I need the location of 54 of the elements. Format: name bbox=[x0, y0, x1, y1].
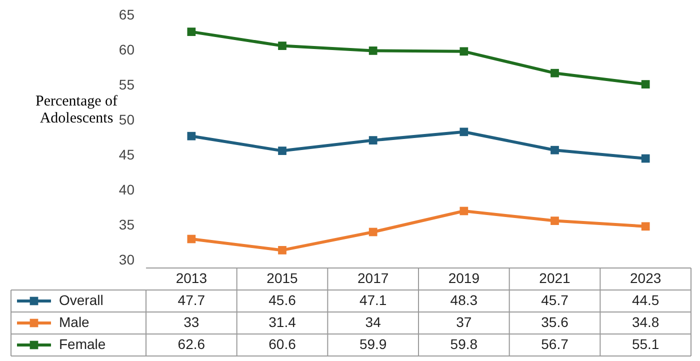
point bbox=[368, 136, 378, 144]
point bbox=[460, 47, 468, 56]
y-tick-label: 50 bbox=[118, 112, 135, 128]
point bbox=[368, 228, 378, 236]
point bbox=[641, 154, 650, 163]
legend-label: Male bbox=[59, 314, 90, 330]
data-label: 62.6 bbox=[178, 336, 206, 352]
y-tick-label: 40 bbox=[118, 182, 135, 198]
x-tick-label: 2021 bbox=[539, 270, 571, 286]
data-label: 31.4 bbox=[268, 314, 296, 330]
point bbox=[460, 206, 468, 216]
data-label: 33 bbox=[184, 314, 200, 330]
y-axis-title: Percentage of Adolescents bbox=[35, 94, 118, 127]
data-label: 56.7 bbox=[541, 336, 569, 352]
point bbox=[460, 128, 468, 136]
x-tick-label: 2017 bbox=[358, 270, 389, 286]
point bbox=[550, 216, 559, 225]
data-label: 37 bbox=[456, 314, 472, 330]
data-label: 34 bbox=[365, 314, 382, 330]
data-label: 47.7 bbox=[178, 292, 206, 308]
data-label: 35.6 bbox=[541, 314, 569, 330]
y-tick-label: 35 bbox=[118, 216, 135, 232]
data-label: 59.9 bbox=[359, 336, 387, 352]
data-label: 47.1 bbox=[359, 292, 387, 308]
point bbox=[278, 42, 286, 50]
point bbox=[187, 234, 196, 244]
data-label: 55.1 bbox=[632, 336, 660, 352]
point bbox=[550, 146, 559, 154]
data-label: 59.8 bbox=[450, 336, 478, 352]
x-tick-label: 2013 bbox=[176, 270, 208, 286]
legend-label: Overall bbox=[59, 292, 104, 308]
point bbox=[368, 46, 378, 55]
data-label: 44.5 bbox=[632, 292, 660, 308]
y-tick-label: 45 bbox=[118, 146, 135, 162]
y-tick-label: 55 bbox=[118, 76, 135, 92]
data-label: 48.3 bbox=[450, 292, 478, 308]
data-label: 45.6 bbox=[268, 292, 296, 308]
data-label: 45.7 bbox=[541, 292, 569, 308]
point bbox=[278, 246, 286, 254]
x-tick-label: 2019 bbox=[448, 270, 480, 286]
y-tick-label: 65 bbox=[118, 6, 135, 22]
legend-label: Female bbox=[59, 336, 106, 352]
x-tick-label: 2023 bbox=[630, 270, 662, 286]
point bbox=[278, 146, 286, 155]
data-label: 34.8 bbox=[632, 314, 660, 330]
point bbox=[641, 80, 650, 88]
point bbox=[187, 132, 196, 140]
x-tick-label: 2015 bbox=[266, 270, 298, 286]
point bbox=[550, 68, 559, 78]
data-label: 60.6 bbox=[268, 336, 296, 352]
y-tick-label: 60 bbox=[118, 42, 135, 58]
point bbox=[187, 28, 196, 36]
y-tick-label: 30 bbox=[118, 252, 135, 268]
point bbox=[641, 222, 650, 231]
